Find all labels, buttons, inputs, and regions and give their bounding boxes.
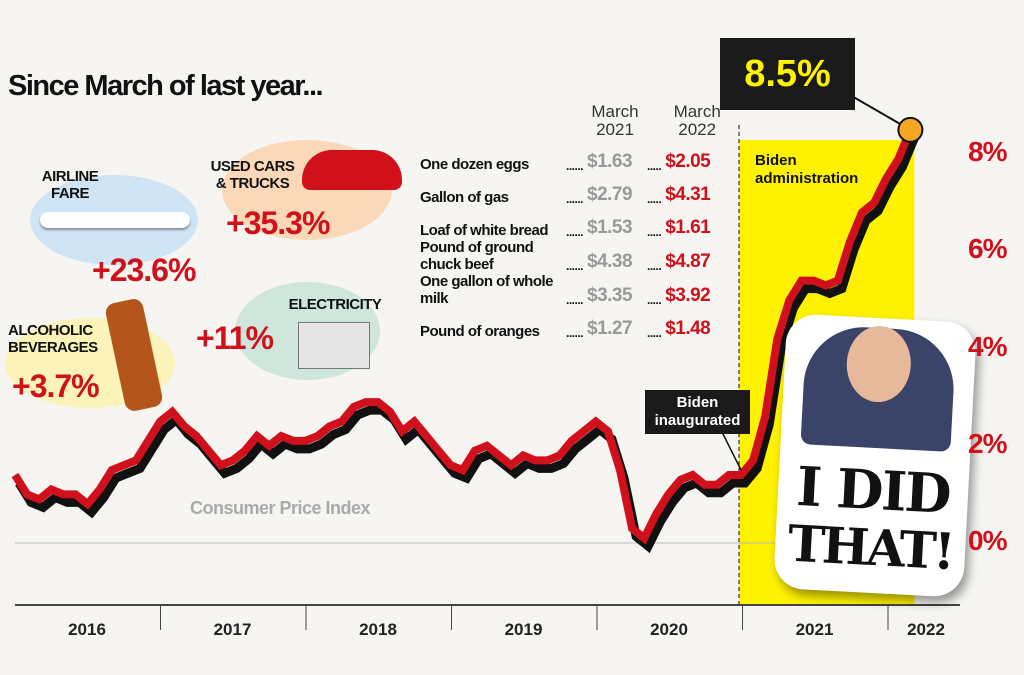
price-2021: $2.79 — [587, 184, 633, 205]
price-2021: $3.35 — [587, 285, 633, 306]
item-name: Loaf of white bread — [420, 222, 549, 239]
x-tick-label: 2021 — [795, 620, 834, 639]
price-2022: $2.05 — [665, 151, 711, 172]
price-2022: $4.87 — [665, 251, 711, 272]
table-row: Pound of oranges...... $1.27..... $1.48 — [418, 307, 731, 340]
leader-dots: ...... — [566, 192, 584, 206]
x-tick-label: 2017 — [213, 620, 252, 639]
x-tick-label: 2016 — [68, 620, 106, 639]
price-2022: $1.61 — [665, 217, 711, 238]
price-2021: $1.27 — [587, 318, 633, 339]
x-tick-label: 2019 — [504, 620, 543, 639]
category-label: ALCOHOLIC BEVERAGES — [8, 322, 98, 356]
leader-dots: ..... — [647, 159, 662, 173]
annotation-8-5: 8.5% — [720, 38, 855, 110]
annotation-administration: Biden administration — [755, 152, 859, 187]
i-did-that-sticker: I DID THAT! — [772, 313, 978, 598]
annotation-inaugurated: Biden inaugurated — [645, 390, 750, 434]
category-label: AIRLINE FARE — [41, 168, 99, 202]
price-2021: $1.63 — [587, 151, 633, 172]
y-tick-label: 2% — [968, 427, 1007, 459]
cpi-line — [11, 128, 915, 545]
category-change: +11% — [196, 320, 274, 356]
table-row: Pound of ground chuck beef...... $4.38...… — [418, 239, 731, 273]
y-tick-label: 0% — [968, 525, 1007, 556]
leader-dots: ...... — [566, 225, 584, 239]
table-row: One dozen eggs...... $1.63..... $2.05 — [418, 140, 731, 173]
leader-dots: ..... — [647, 225, 662, 239]
latest-value-marker — [897, 116, 924, 143]
price-2021: $4.38 — [587, 251, 633, 272]
table-row: One gallon of whole milk...... $3.35.....… — [418, 273, 731, 307]
airplane-shape — [40, 212, 190, 228]
x-tick-label: 2018 — [359, 620, 397, 639]
col-header: March 2021 — [591, 102, 639, 139]
category-change: +23.6% — [92, 252, 196, 288]
car-shape — [302, 150, 402, 190]
house-shape — [298, 322, 370, 369]
leader-dots: ..... — [647, 293, 662, 307]
item-name: One gallon of whole milk — [420, 273, 554, 307]
item-name: One dozen eggs — [420, 156, 529, 173]
cpi-line-shadow — [15, 136, 919, 554]
callout-leader — [721, 431, 742, 471]
table-row: Gallon of gas...... $2.79..... $4.31 — [418, 173, 731, 206]
leader-dots: ..... — [647, 192, 662, 206]
price-2022: $4.31 — [665, 184, 711, 205]
y-tick-label: 4% — [968, 330, 1007, 362]
leader-dots: ...... — [566, 259, 584, 273]
x-tick-label: 2020 — [650, 620, 688, 639]
price-2021: $1.53 — [587, 217, 633, 238]
category-label: USED CARS & TRUCKS — [210, 158, 295, 192]
leader-dots: ..... — [647, 259, 662, 273]
price-2022: $3.92 — [665, 285, 711, 306]
category-label: ELECTRICITY — [288, 296, 382, 313]
item-name: Gallon of gas — [420, 189, 509, 206]
leader-dots: ..... — [647, 326, 662, 340]
y-tick-label: 8% — [968, 136, 1007, 168]
item-name: Pound of ground chuck beef — [420, 239, 534, 273]
sticker-text: THAT! — [786, 513, 954, 582]
leader-dots: ...... — [566, 293, 584, 307]
y-tick-label: 6% — [968, 233, 1007, 265]
leader-dots: ...... — [566, 159, 584, 173]
series-label: Consumer Price Index — [190, 498, 371, 518]
item-name: Pound of oranges — [420, 323, 540, 340]
page-title: Since March of last year... — [8, 70, 324, 102]
col-header: March 2022 — [673, 102, 721, 139]
x-tick-label: 2022 — [907, 620, 945, 639]
category-change: +3.7% — [12, 368, 100, 404]
category-change: +35.3% — [226, 205, 330, 241]
leader-dots: ...... — [566, 326, 584, 340]
price-2022: $1.48 — [665, 318, 711, 339]
table-row: Loaf of white bread...... $1.53..... $1.61 — [418, 206, 731, 239]
price-table: March 2021 March 2022 One dozen eggs.....… — [418, 102, 731, 341]
